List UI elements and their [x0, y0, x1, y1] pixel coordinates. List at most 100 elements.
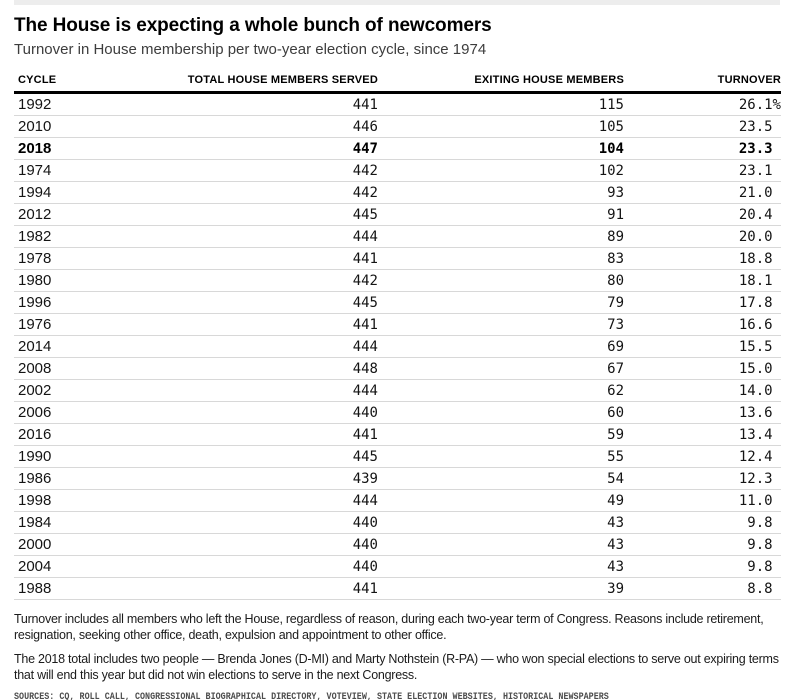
turnover-cell: 15.5: [624, 335, 781, 358]
turnover-table: CYCLE TOTAL HOUSE MEMBERS SERVED EXITING…: [14, 74, 781, 600]
turnover-cell: 12.4: [624, 445, 781, 468]
exiting-cell: 60: [378, 401, 624, 424]
turnover-cell: 15.0: [624, 357, 781, 380]
page-title: The House is expecting a whole bunch of …: [14, 15, 492, 36]
footnote-2018-detail: The 2018 total includes two people — Bre…: [14, 652, 779, 682]
cycle-cell: 1990: [14, 445, 124, 468]
total-served-cell: 440: [124, 511, 378, 534]
table-row: 1982 444 89 20.0: [14, 225, 781, 248]
column-header-turnover: TURNOVER: [624, 74, 781, 94]
exiting-cell: 62: [378, 379, 624, 402]
table-row: 1980 442 80 18.1: [14, 269, 781, 292]
turnover-cell: 9.8: [624, 555, 781, 578]
exiting-cell: 104: [378, 137, 624, 160]
cycle-cell: 1992: [14, 92, 124, 116]
turnover-cell: 11.0: [624, 489, 781, 512]
exiting-cell: 69: [378, 335, 624, 358]
table-row: 2016 441 59 13.4: [14, 423, 781, 446]
exiting-cell: 89: [378, 225, 624, 248]
total-served-cell: 445: [124, 445, 378, 468]
exiting-cell: 79: [378, 291, 624, 314]
total-served-cell: 444: [124, 335, 378, 358]
table-row: 1976 441 73 16.6: [14, 313, 781, 336]
total-served-cell: 440: [124, 555, 378, 578]
cycle-cell: 1986: [14, 467, 124, 490]
exiting-cell: 43: [378, 555, 624, 578]
turnover-cell: 23.3: [624, 137, 781, 160]
exiting-cell: 49: [378, 489, 624, 512]
exiting-cell: 115: [378, 92, 624, 116]
total-served-cell: 445: [124, 291, 378, 314]
top-divider-bar: [14, 0, 780, 5]
total-served-cell: 442: [124, 159, 378, 182]
turnover-cell: 14.0: [624, 379, 781, 402]
table-row: 2012 445 91 20.4: [14, 203, 781, 226]
table-row: 2010 446 105 23.5: [14, 115, 781, 138]
total-served-cell: 441: [124, 577, 378, 600]
column-header-total-served: TOTAL HOUSE MEMBERS SERVED: [124, 74, 378, 94]
turnover-cell: 9.8: [624, 511, 781, 534]
total-served-cell: 445: [124, 203, 378, 226]
table-row: 2008 448 67 15.0: [14, 357, 781, 380]
turnover-cell: 20.0: [624, 225, 781, 248]
turnover-cell: 20.4: [624, 203, 781, 226]
turnover-cell: 21.0: [624, 181, 781, 204]
turnover-cell: 18.8: [624, 247, 781, 270]
turnover-cell: 26.1%: [624, 92, 781, 116]
table-row: 1988 441 39 8.8: [14, 577, 781, 600]
exiting-cell: 93: [378, 181, 624, 204]
cycle-cell: 2004: [14, 555, 124, 578]
exiting-cell: 105: [378, 115, 624, 138]
cycle-cell: 1994: [14, 181, 124, 204]
table-row: 2014 444 69 15.5: [14, 335, 781, 358]
cycle-cell: 1996: [14, 291, 124, 314]
table-body: 1992 441 115 26.1% 2010 446 105 23.5 2018 447 104…: [14, 92, 781, 600]
turnover-cell: 16.6: [624, 313, 781, 336]
table-row: 1996 445 79 17.8: [14, 291, 781, 314]
cycle-cell: 2018: [14, 137, 124, 160]
footnotes: Turnover includes all members who left t…: [14, 612, 788, 683]
total-served-cell: 442: [124, 269, 378, 292]
turnover-cell: 17.8: [624, 291, 781, 314]
cycle-cell: 2012: [14, 203, 124, 226]
cycle-cell: 2008: [14, 357, 124, 380]
table-row: 1978 441 83 18.8: [14, 247, 781, 270]
table-row: 2004 440 43 9.8: [14, 555, 781, 578]
total-served-cell: 447: [124, 137, 378, 160]
sources-line: SOURCES: CQ, ROLL CALL, CONGRESSIONAL BI…: [14, 692, 609, 700]
total-served-cell: 446: [124, 115, 378, 138]
cycle-cell: 1998: [14, 489, 124, 512]
column-header-exiting: EXITING HOUSE MEMBERS: [378, 74, 624, 94]
footnote-methodology: Turnover includes all members who left t…: [14, 612, 764, 642]
cycle-cell: 1980: [14, 269, 124, 292]
column-header-cycle: CYCLE: [14, 74, 124, 94]
turnover-cell: 23.1: [624, 159, 781, 182]
total-served-cell: 441: [124, 423, 378, 446]
turnover-cell: 23.5: [624, 115, 781, 138]
total-served-cell: 439: [124, 467, 378, 490]
cycle-cell: 1988: [14, 577, 124, 600]
cycle-cell: 2006: [14, 401, 124, 424]
turnover-cell: 12.3: [624, 467, 781, 490]
exiting-cell: 55: [378, 445, 624, 468]
total-served-cell: 441: [124, 92, 378, 116]
exiting-cell: 54: [378, 467, 624, 490]
turnover-cell: 18.1: [624, 269, 781, 292]
total-served-cell: 444: [124, 379, 378, 402]
cycle-cell: 1976: [14, 313, 124, 336]
cycle-cell: 2014: [14, 335, 124, 358]
table-row: 2006 440 60 13.6: [14, 401, 781, 424]
total-served-cell: 441: [124, 313, 378, 336]
total-served-cell: 444: [124, 225, 378, 248]
table-row: 1974 442 102 23.1: [14, 159, 781, 182]
exiting-cell: 91: [378, 203, 624, 226]
exiting-cell: 80: [378, 269, 624, 292]
total-served-cell: 448: [124, 357, 378, 380]
cycle-cell: 1982: [14, 225, 124, 248]
exiting-cell: 39: [378, 577, 624, 600]
total-served-cell: 444: [124, 489, 378, 512]
total-served-cell: 442: [124, 181, 378, 204]
total-served-cell: 440: [124, 401, 378, 424]
